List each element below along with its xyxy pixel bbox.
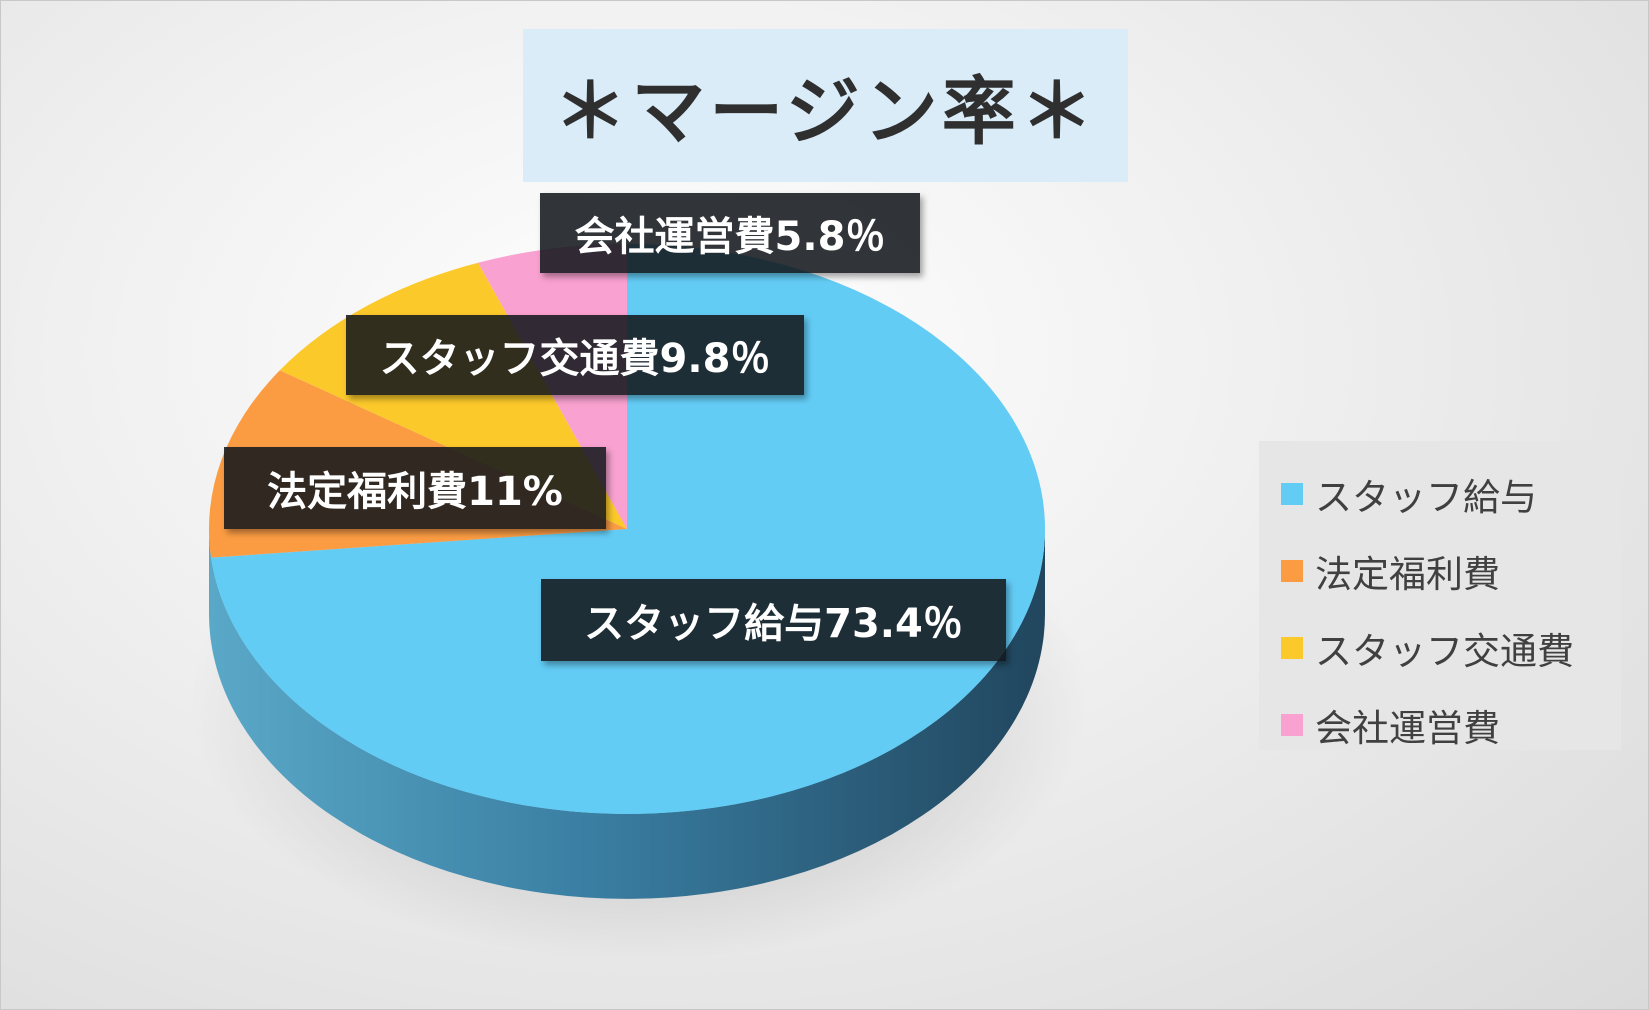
legend-label: スタッフ給与 bbox=[1315, 475, 1537, 519]
data-label-3: スタッフ交通費9.8％ bbox=[346, 315, 804, 395]
legend-swatch bbox=[1281, 482, 1303, 505]
legend-swatch bbox=[1281, 559, 1303, 582]
chart-title: ＊マージン率＊ bbox=[523, 29, 1128, 182]
data-label-1: スタッフ給与73.4％ bbox=[541, 579, 1006, 661]
legend-label: 法定福利費 bbox=[1315, 552, 1500, 596]
legend-label: スタッフ交通費 bbox=[1315, 629, 1574, 673]
data-label-2: 法定福利費11% bbox=[224, 447, 606, 529]
legend-label: 会社運営費 bbox=[1315, 706, 1500, 750]
legend-item: 会社運営費 bbox=[1281, 686, 1621, 763]
legend-item: スタッフ給与 bbox=[1281, 455, 1621, 532]
pie-side-wall bbox=[209, 529, 1045, 899]
legend-item: 法定福利費 bbox=[1281, 532, 1621, 609]
legend-item: スタッフ交通費 bbox=[1281, 609, 1621, 686]
legend-swatch bbox=[1281, 636, 1303, 659]
legend-swatch bbox=[1281, 713, 1303, 736]
data-label-4: 会社運営費5.8％ bbox=[540, 193, 920, 273]
pie-slice-1 bbox=[211, 244, 1045, 815]
legend: スタッフ給与 法定福利費スタッフ交通費 会社運営費 bbox=[1259, 441, 1621, 750]
